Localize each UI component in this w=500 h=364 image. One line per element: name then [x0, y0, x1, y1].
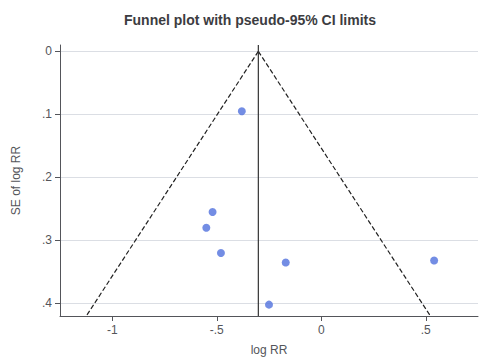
- svg-text:-1: -1: [107, 323, 118, 337]
- svg-text:.1: .1: [42, 107, 52, 121]
- svg-text:.2: .2: [42, 170, 52, 184]
- svg-text:log RR: log RR: [251, 343, 288, 357]
- svg-text:0: 0: [318, 323, 325, 337]
- svg-text:.3: .3: [42, 233, 52, 247]
- svg-text:-.5: -.5: [210, 323, 224, 337]
- svg-text:.5: .5: [421, 323, 431, 337]
- svg-text:Funnel plot with pseudo-95% CI: Funnel plot with pseudo-95% CI limits: [124, 12, 376, 28]
- svg-text:0: 0: [45, 44, 52, 58]
- svg-text:SE of log RR: SE of log RR: [9, 145, 23, 215]
- svg-text:.4: .4: [42, 296, 52, 310]
